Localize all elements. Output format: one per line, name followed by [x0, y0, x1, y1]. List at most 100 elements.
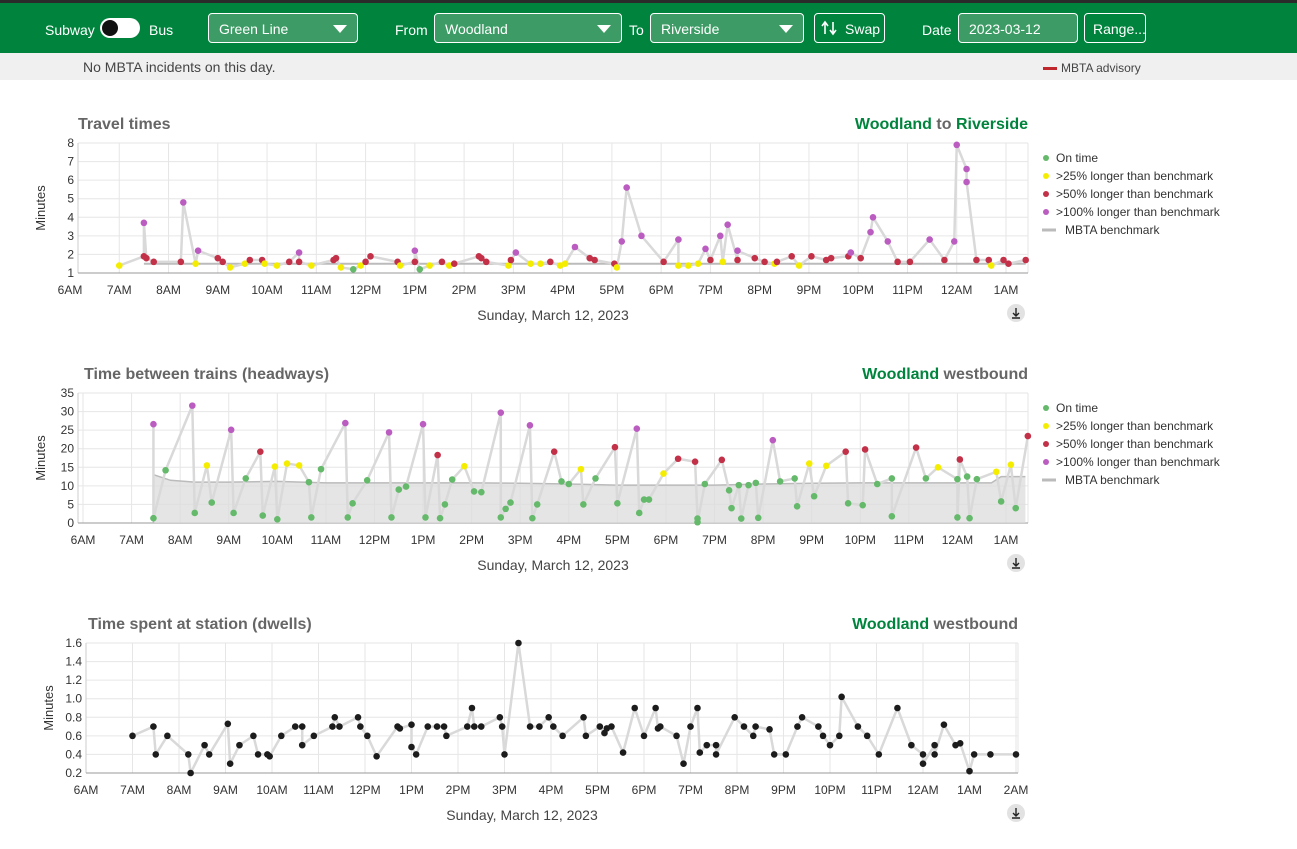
swap-button[interactable]: Swap — [814, 13, 885, 43]
data-point — [507, 256, 515, 264]
data-point — [761, 258, 768, 266]
data-point — [227, 426, 235, 434]
toggle-knob — [102, 20, 118, 36]
y-axis-label: Minutes — [33, 185, 48, 231]
x-tick-label: 2PM — [452, 283, 477, 297]
from-station: Woodland — [855, 116, 932, 133]
data-point — [687, 723, 694, 730]
data-point — [854, 723, 862, 730]
x-tick-label: 6PM — [649, 283, 674, 297]
data-point — [150, 723, 157, 730]
data-point — [295, 462, 303, 469]
data-point — [694, 260, 702, 268]
data-point — [703, 741, 711, 749]
data-point — [773, 258, 781, 266]
x-tick-label: 4PM — [539, 783, 564, 797]
data-point — [214, 254, 222, 262]
download-icon[interactable] — [1007, 304, 1025, 322]
data-point — [443, 732, 450, 740]
data-point — [674, 455, 682, 463]
swap-label: Swap — [845, 21, 881, 37]
data-point — [203, 462, 211, 469]
data-point — [526, 422, 534, 429]
chevron-down-icon — [333, 25, 347, 33]
data-point — [919, 751, 927, 758]
to-station-select[interactable]: Riverside — [650, 13, 804, 43]
y-tick-label: 0.4 — [65, 747, 82, 761]
data-point — [810, 492, 818, 500]
data-point — [140, 219, 148, 227]
data-point — [185, 751, 192, 758]
data-point — [537, 260, 544, 268]
data-point — [660, 470, 667, 477]
data-point — [559, 732, 566, 740]
legend-marker — [1043, 423, 1049, 429]
y-tick-label: 0 — [67, 516, 74, 530]
data-point — [152, 751, 160, 758]
data-point — [611, 443, 619, 451]
download-icon[interactable] — [1007, 554, 1025, 572]
x-tick-label: 10PM — [843, 283, 874, 297]
data-point — [550, 723, 557, 730]
data-point — [226, 760, 234, 768]
data-point — [496, 713, 504, 721]
range-button[interactable]: Range... — [1084, 13, 1146, 43]
x-tick-label: 7PM — [702, 533, 727, 547]
download-icon[interactable] — [1007, 804, 1025, 822]
data-point — [194, 247, 202, 255]
x-tick-label: 10PM — [814, 783, 845, 797]
data-point — [337, 264, 345, 271]
y-tick-label: 0.8 — [65, 710, 82, 724]
data-point — [498, 723, 506, 730]
legend-label: >100% longer than benchmark — [1056, 455, 1221, 469]
data-point — [640, 496, 648, 503]
y-tick-label: 1 — [67, 266, 74, 280]
charts-area: Travel times Woodland to Riverside 1 2 3 4 5 6 7… — [33, 116, 1221, 823]
data-point — [261, 260, 268, 268]
data-point — [691, 458, 699, 466]
y-tick-label: 1.4 — [65, 655, 82, 669]
x-tick-label: 12PM — [350, 283, 381, 297]
data-point — [580, 501, 587, 508]
data-point — [278, 732, 285, 740]
data-point — [724, 221, 731, 229]
data-point — [580, 713, 587, 721]
advisory-legend-label: MBTA advisory — [1061, 61, 1141, 75]
data-point — [842, 448, 849, 455]
chart-title: Travel times — [78, 116, 171, 133]
from-station-select[interactable]: Woodland — [434, 13, 622, 43]
data-point — [331, 713, 339, 721]
line-select[interactable]: Green Line — [208, 13, 358, 43]
x-tick-label: 7AM — [119, 533, 144, 547]
series-line — [118, 143, 1026, 271]
data-point — [250, 732, 257, 740]
data-point — [680, 760, 687, 768]
x-tick-label: 1PM — [411, 533, 436, 547]
data-point — [440, 723, 448, 730]
x-tick-label: 4PM — [550, 283, 575, 297]
mode-toggle[interactable] — [100, 18, 140, 38]
data-point — [656, 723, 664, 730]
data-point — [192, 260, 199, 268]
data-point — [1022, 256, 1030, 264]
data-point — [224, 720, 232, 728]
data-point — [675, 262, 682, 269]
data-point — [208, 499, 216, 506]
data-point — [477, 723, 485, 730]
date-label: Date — [922, 22, 952, 38]
data-point — [201, 741, 208, 749]
data-point — [242, 475, 250, 482]
date-input[interactable]: 2023-03-12 — [958, 13, 1078, 43]
data-point — [317, 465, 325, 473]
x-tick-label: 8AM — [167, 783, 192, 797]
data-point — [298, 723, 306, 730]
data-point — [631, 704, 638, 712]
data-point — [694, 704, 701, 712]
data-point — [719, 258, 727, 266]
data-point — [1012, 504, 1020, 512]
data-point — [992, 468, 1000, 476]
data-point — [894, 704, 901, 712]
data-point — [592, 475, 599, 482]
x-tick-label: 1AM — [957, 783, 982, 797]
data-point — [191, 509, 199, 517]
